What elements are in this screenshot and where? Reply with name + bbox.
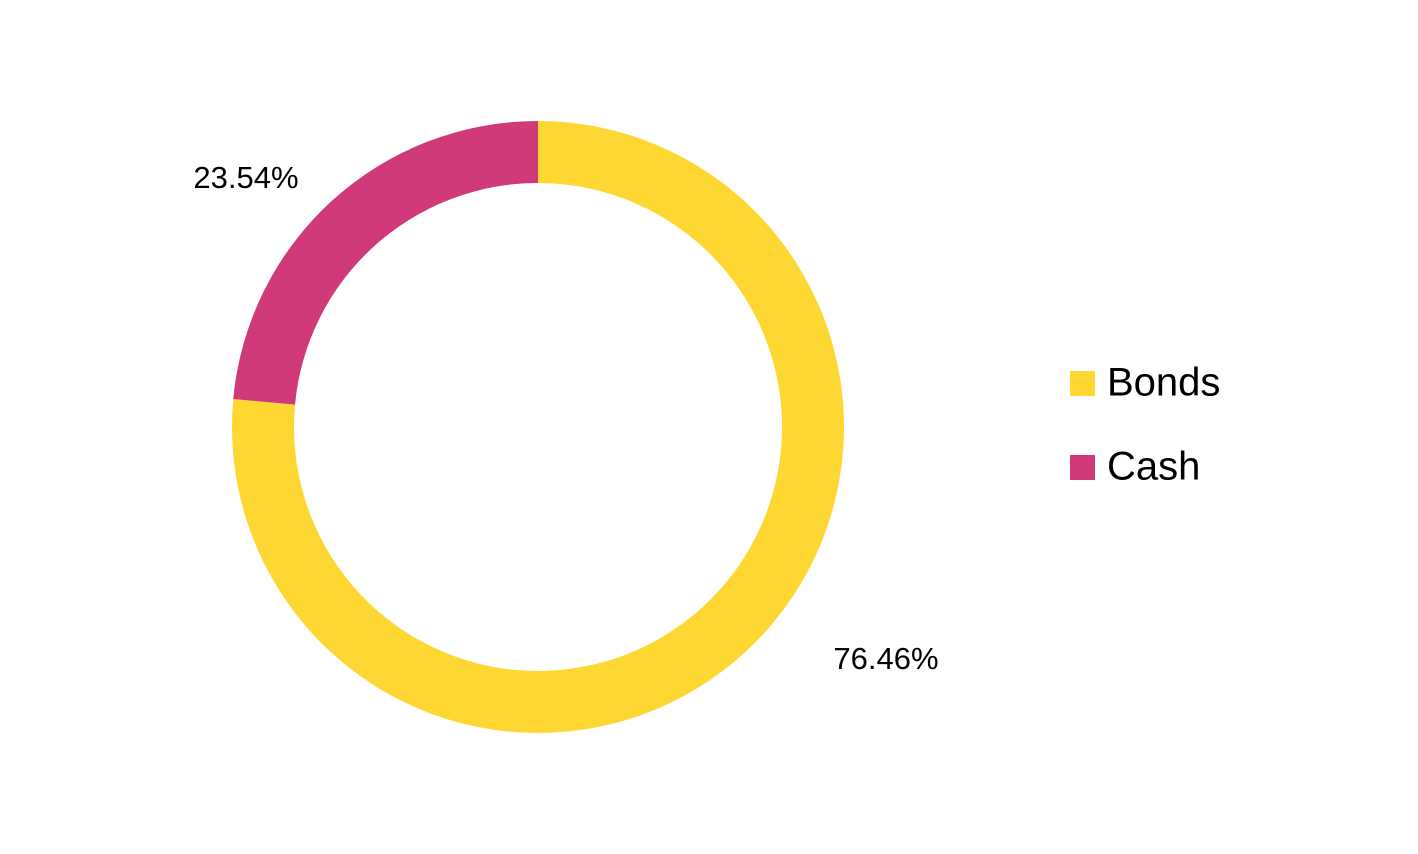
legend-label-cash: Cash [1107, 445, 1200, 489]
data-label-cash: 23.54% [193, 160, 298, 195]
data-labels: 76.46% 23.54% [193, 160, 938, 676]
legend: Bonds Cash [1070, 361, 1220, 489]
data-label-bonds: 76.46% [833, 641, 938, 676]
slice-cash [233, 121, 538, 405]
legend-swatch-cash [1070, 455, 1095, 480]
legend-label-bonds: Bonds [1107, 361, 1220, 405]
legend-swatch-bonds [1070, 371, 1095, 396]
donut-slices [232, 121, 845, 733]
